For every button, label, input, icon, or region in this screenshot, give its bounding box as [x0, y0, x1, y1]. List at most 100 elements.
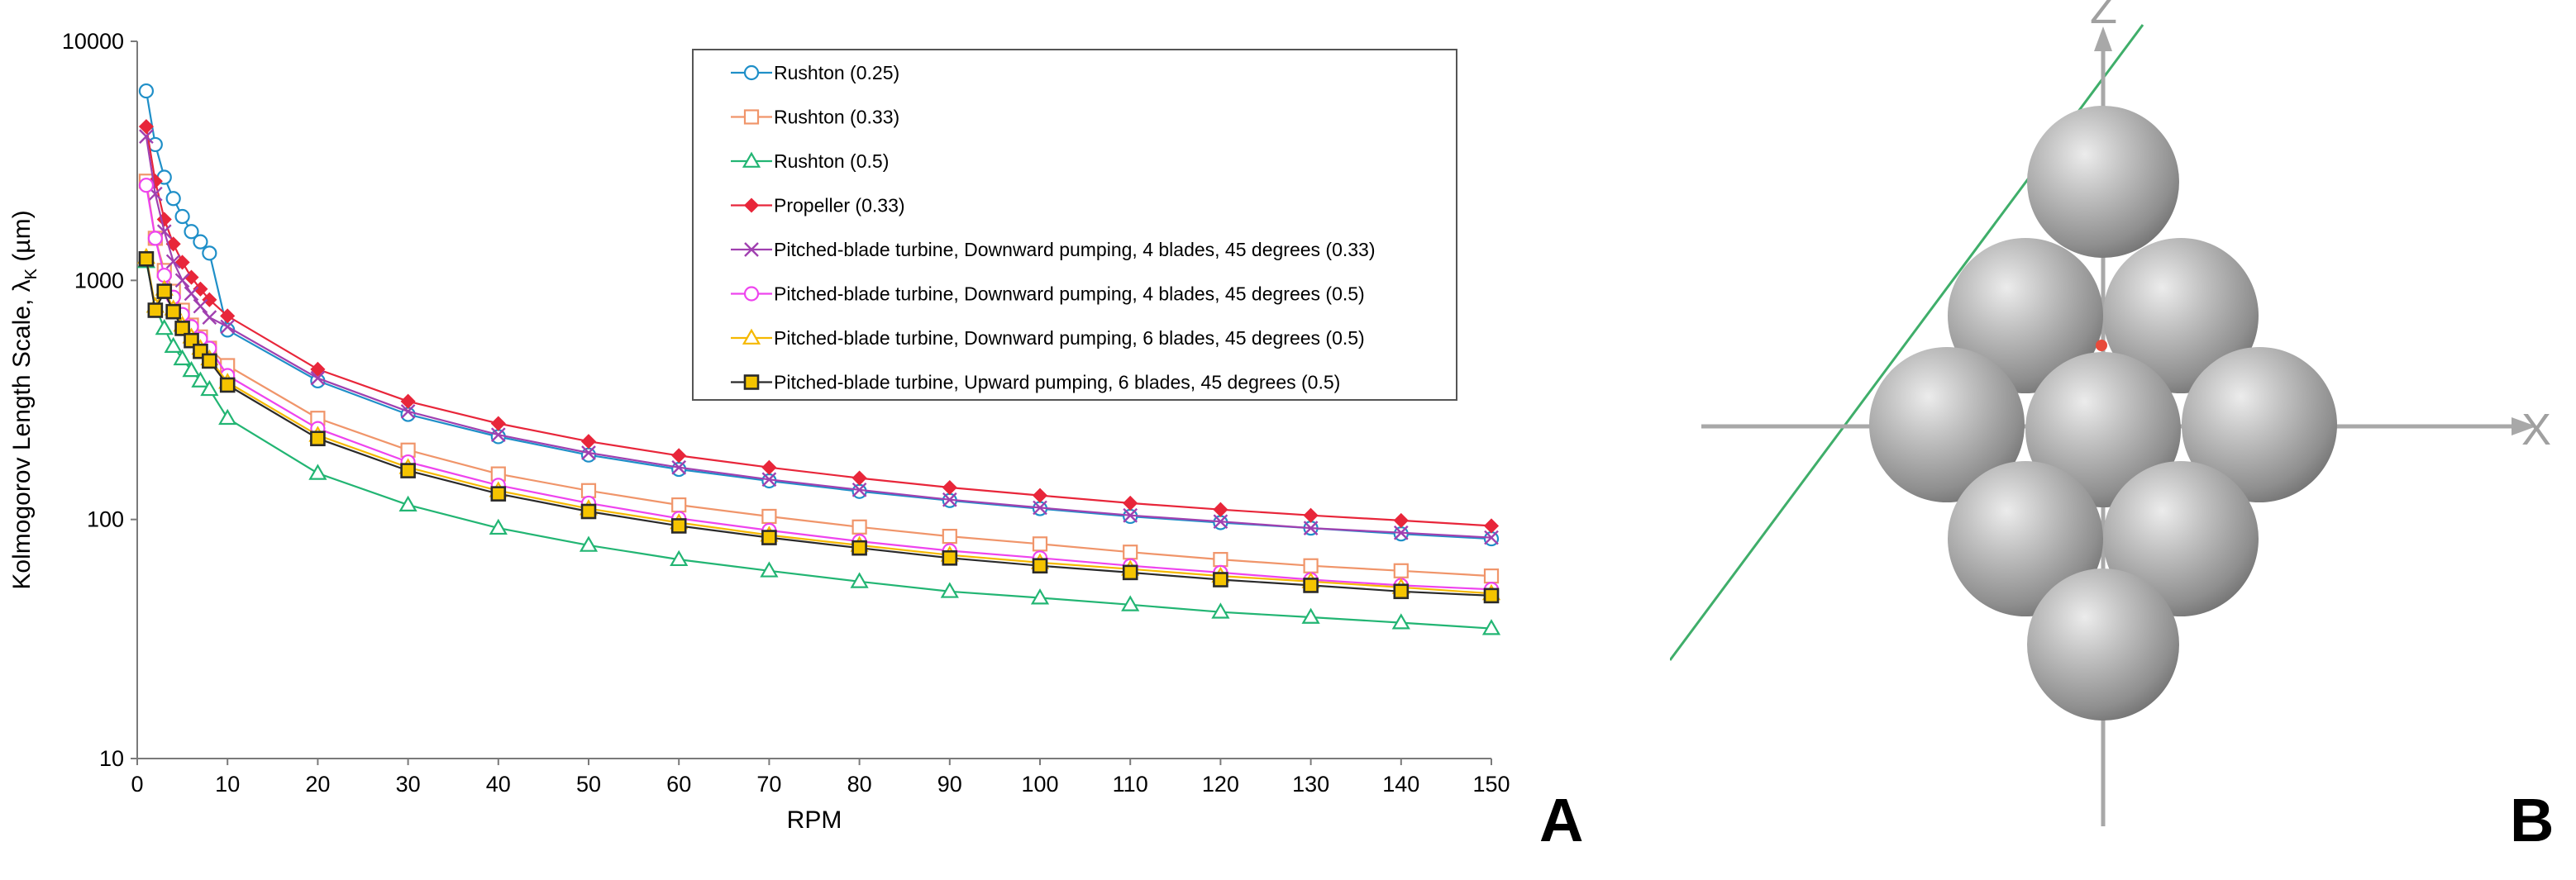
- data-point-marker: [165, 254, 181, 269]
- data-point-marker: [1123, 545, 1138, 560]
- data-point-marker: [942, 492, 957, 507]
- legend-label: Pitched-blade turbine, Upward pumping, 6…: [774, 372, 1340, 393]
- x-axis-title: RPM: [787, 806, 842, 834]
- data-point-marker: [202, 310, 217, 326]
- sphere-cluster: [1869, 106, 2337, 721]
- data-point-marker: [580, 447, 597, 463]
- data-point-marker: [1303, 558, 1319, 573]
- origin-marker: [2096, 340, 2107, 351]
- x-axis-label: X: [2521, 405, 2551, 454]
- data-point-marker: [942, 528, 957, 545]
- data-point-marker: [743, 286, 760, 302]
- data-point-marker: [1483, 568, 1500, 584]
- legend-entry: Pitched-blade turbine, Downward pumping,…: [731, 327, 1365, 349]
- data-point-marker: [218, 408, 237, 426]
- data-point-marker: [164, 336, 183, 354]
- y-axis-title-main: Kolmogorov Length Scale, λ: [8, 279, 36, 589]
- data-point-marker: [398, 495, 417, 512]
- data-point-marker: [1303, 578, 1319, 593]
- data-point-marker: [184, 286, 199, 302]
- marker-stroke: [139, 129, 154, 144]
- marker-stroke: [942, 492, 957, 507]
- y-tick-label: 1000: [74, 268, 124, 293]
- data-point-marker: [184, 224, 199, 240]
- data-point-marker: [174, 321, 190, 336]
- data-point-marker: [490, 427, 506, 443]
- data-point-marker: [174, 208, 190, 225]
- sphere-upper-left: [1948, 238, 2103, 393]
- data-point-marker: [1122, 564, 1138, 581]
- data-point-marker: [400, 463, 416, 478]
- marker-stroke: [1033, 500, 1047, 516]
- marker-stroke: [671, 459, 687, 475]
- data-point-marker: [165, 236, 181, 252]
- legend-entry: Propeller (0.33): [731, 195, 905, 216]
- legend-entry: Pitched-blade turbine, Downward pumping,…: [731, 239, 1376, 260]
- data-point-marker: [852, 540, 867, 556]
- data-point-marker: [490, 416, 506, 431]
- series-8: [138, 251, 1500, 604]
- series-5: [139, 129, 1499, 545]
- marker-stroke: [165, 254, 181, 269]
- data-point-marker: [147, 231, 163, 246]
- data-point-marker: [138, 251, 155, 267]
- data-point-marker: [580, 483, 597, 498]
- data-point-marker: [173, 349, 192, 366]
- data-point-marker: [1393, 512, 1409, 528]
- legend-box: [692, 49, 1457, 401]
- data-point-marker: [742, 328, 761, 345]
- data-point-marker: [671, 461, 687, 478]
- sphere-center: [2025, 352, 2181, 507]
- x-tick-label: 110: [1113, 772, 1148, 797]
- data-point-marker: [193, 298, 208, 314]
- data-point-marker: [671, 497, 687, 513]
- data-point-marker: [1032, 536, 1048, 552]
- data-point-marker: [580, 434, 597, 450]
- y-tick-label: 10: [99, 746, 124, 771]
- data-point-marker: [219, 377, 236, 393]
- sphere-lower-right: [2103, 461, 2259, 616]
- x-tick-label: 70: [756, 772, 781, 797]
- data-point-marker: [850, 572, 869, 588]
- y-tick-label: 100: [87, 507, 124, 532]
- data-point-marker: [743, 197, 760, 213]
- marker-stroke: [1213, 514, 1228, 530]
- data-point-marker: [670, 549, 689, 567]
- x-tick-label: 20: [305, 772, 330, 797]
- marker-stroke: [310, 370, 326, 386]
- panel-a-chart: 0 10 20 30 40 50 60 70 80 90 100 110 120 130 140 150 10 1…: [8, 29, 1583, 854]
- data-point-marker: [165, 191, 181, 207]
- data-point-marker: [1213, 552, 1228, 568]
- marker-stroke: [174, 273, 190, 288]
- data-point-marker: [139, 129, 154, 144]
- data-point-marker: [1484, 530, 1499, 545]
- sphere-packing-diagram: Z X B: [1668, 0, 2554, 854]
- data-point-marker: [155, 318, 174, 335]
- data-point-marker: [1303, 507, 1319, 523]
- x-tick-label: 60: [666, 772, 691, 797]
- data-point-marker: [490, 429, 506, 445]
- data-point-marker: [1393, 525, 1409, 540]
- data-point-marker: [671, 459, 687, 475]
- x-tick-label: 90: [937, 772, 962, 797]
- marker-stroke: [761, 472, 777, 488]
- sphere-bottom: [2027, 568, 2179, 721]
- data-point-marker: [400, 404, 416, 419]
- data-point-marker: [1121, 595, 1140, 611]
- marker-stroke: [744, 242, 759, 257]
- kolmogorov-chart: 0 10 20 30 40 50 60 70 80 90 100 110 120 130 140 150 10 1…: [8, 29, 1583, 854]
- data-point-marker: [1303, 521, 1319, 535]
- data-point-marker: [942, 549, 958, 566]
- marker-stroke: [184, 286, 199, 302]
- data-point-marker: [1393, 583, 1410, 600]
- legend-entry: Rushton (0.25): [731, 62, 899, 83]
- marker-stroke: [490, 427, 506, 443]
- sphere-right: [2182, 347, 2337, 502]
- y-axis-title-unit: (µm): [8, 210, 36, 269]
- z-axis-arrow: [2094, 26, 2112, 51]
- data-point-marker: [156, 283, 173, 299]
- data-point-marker: [193, 281, 208, 297]
- data-point-marker: [1032, 488, 1048, 503]
- data-point-marker: [1030, 588, 1050, 605]
- y-tick-label: 10000: [62, 29, 124, 54]
